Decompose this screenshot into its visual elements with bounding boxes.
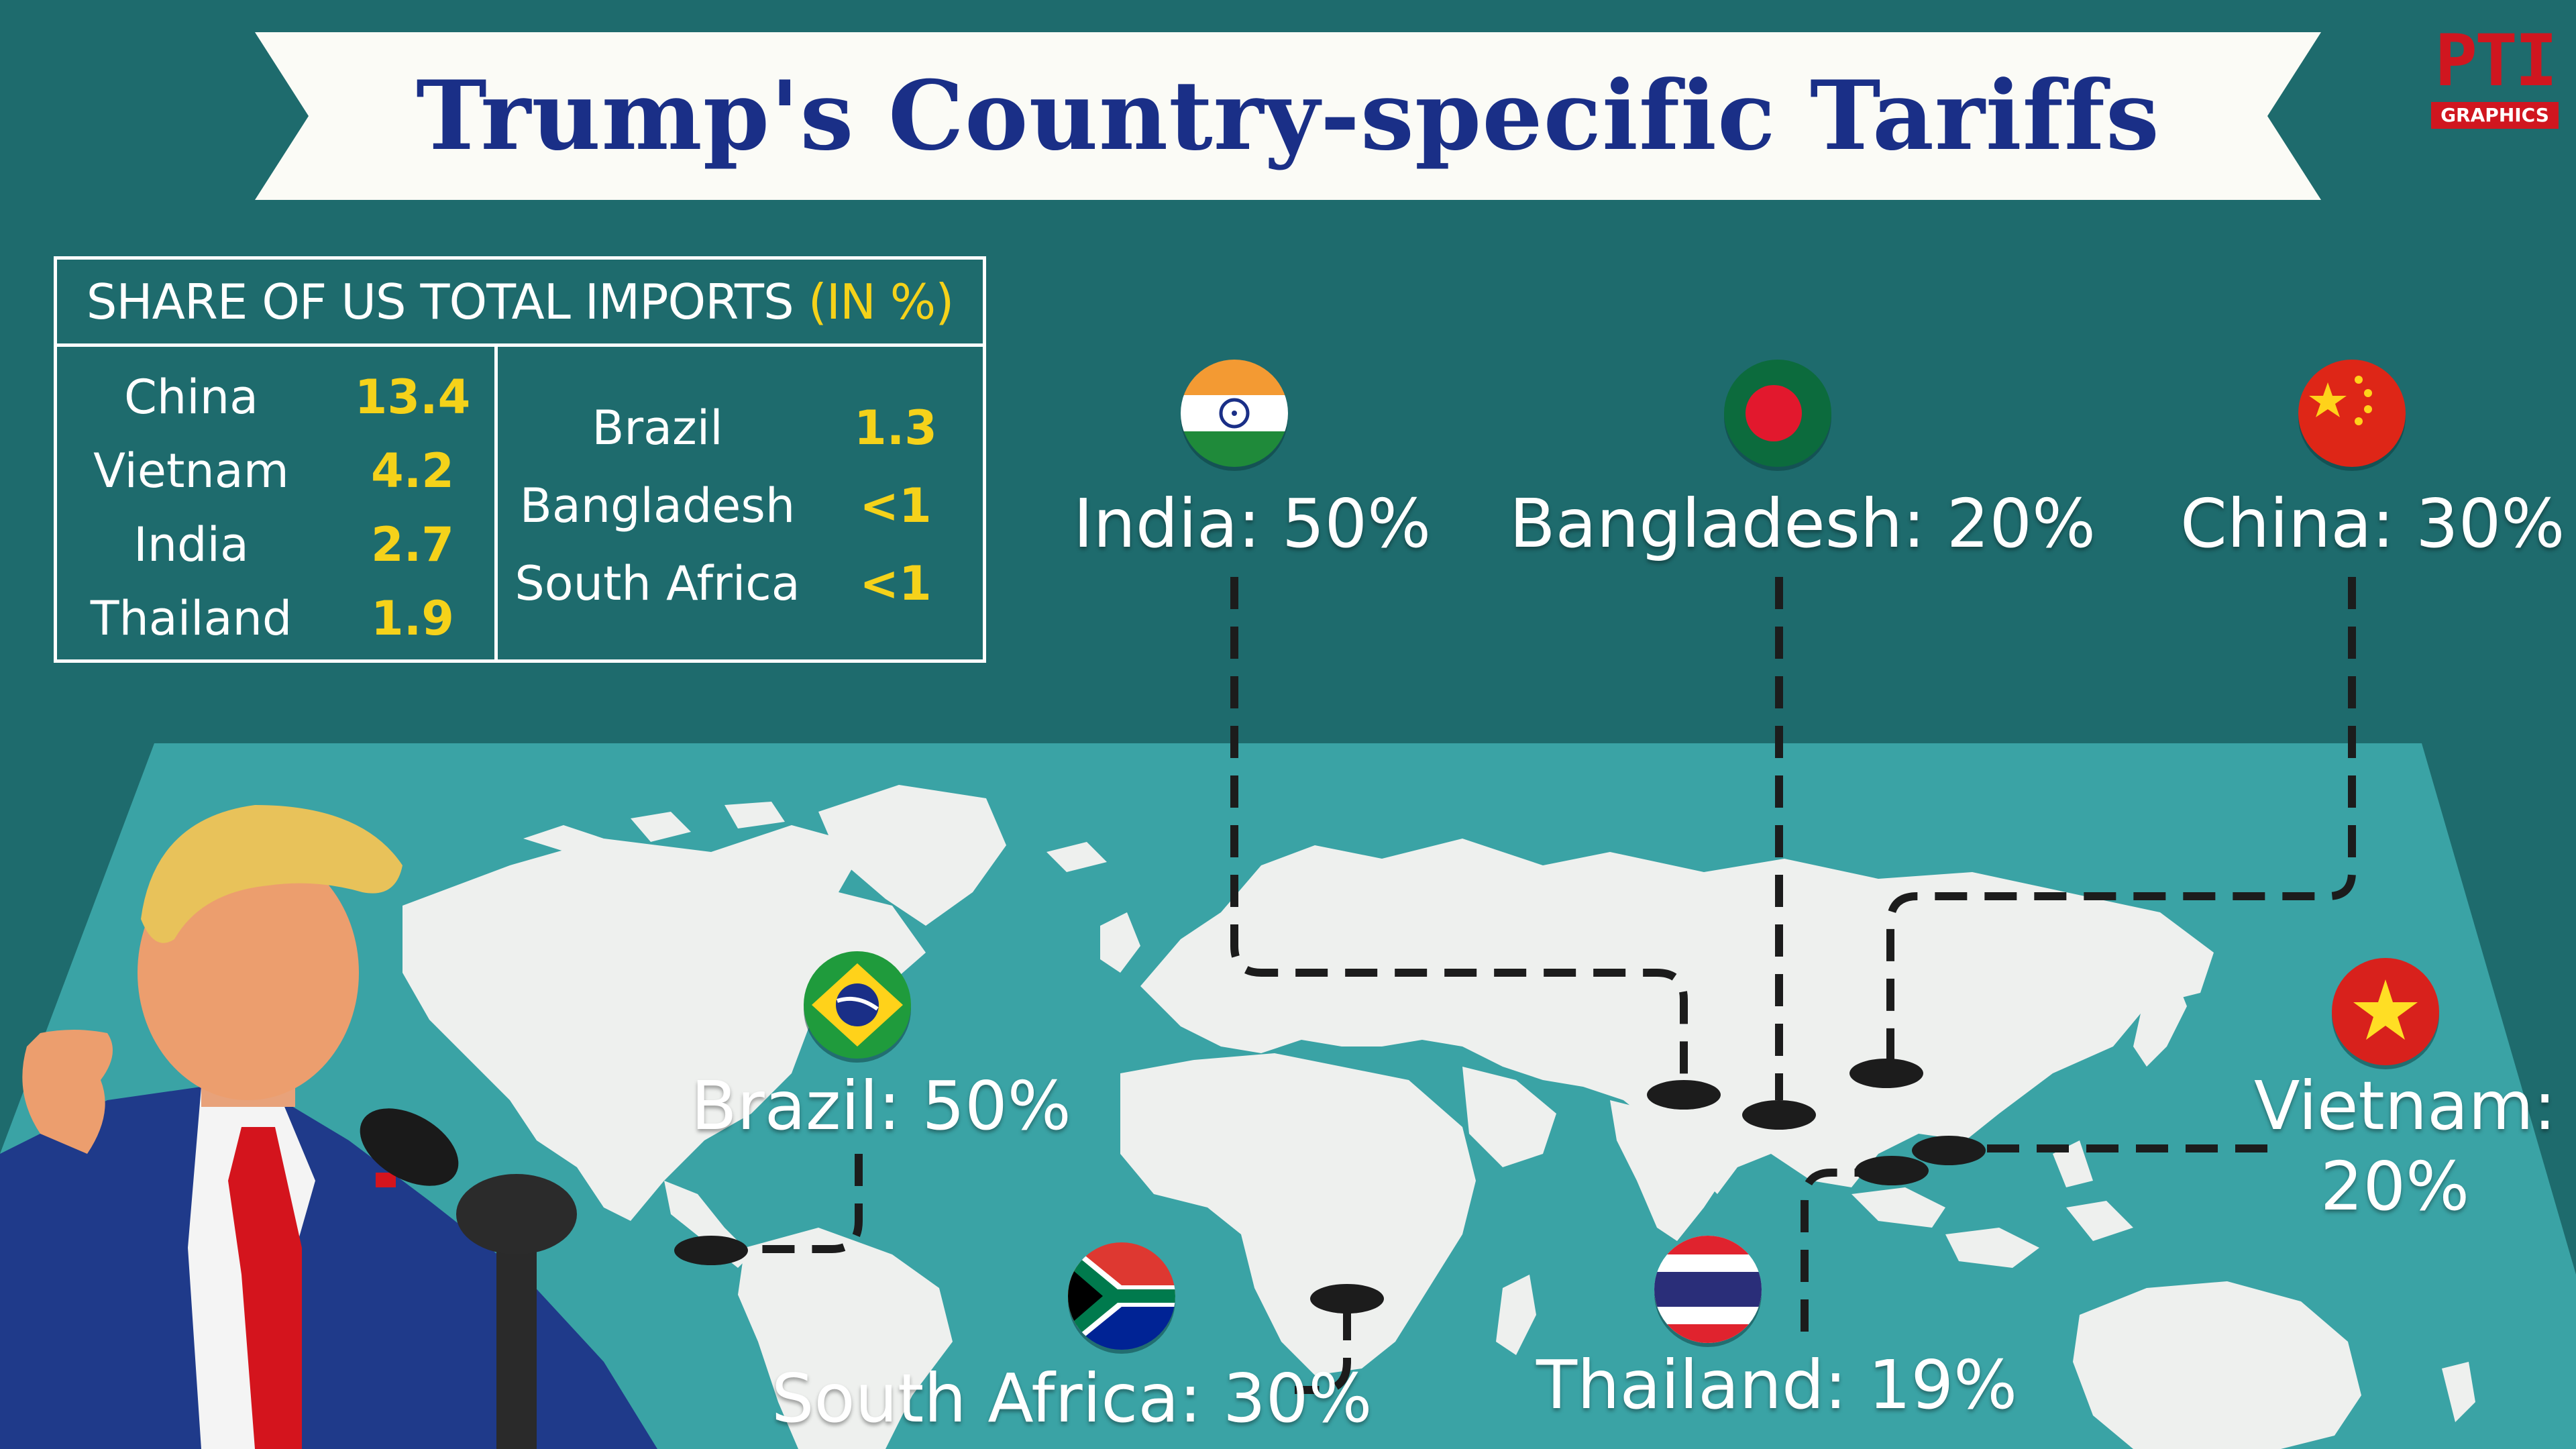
import-share-value: <1 — [859, 556, 932, 611]
land-arabia — [1462, 1067, 1556, 1167]
import-share-value: 2.7 — [370, 517, 454, 572]
connector-south-africa — [1295, 1308, 1351, 1394]
tariff-label-india: India: 50% — [1073, 484, 1432, 563]
pti-graphics-logo: PTI GRAPHICS — [2431, 21, 2559, 129]
land-greenland — [818, 785, 1006, 926]
speaker-tie — [228, 1127, 302, 1449]
table-row: India 2.7 — [57, 508, 494, 582]
tariff-label-vietnam-line2: 20% — [2320, 1147, 2470, 1226]
brazil-flag-icon — [804, 951, 911, 1063]
table-row: Vietnam 4.2 — [57, 434, 494, 508]
speaker-suit — [0, 1087, 657, 1449]
speaker-hair — [141, 805, 402, 943]
connector-brazil — [724, 1154, 863, 1253]
import-share-value: 13.4 — [354, 370, 471, 425]
land-south-america — [738, 1228, 953, 1449]
import-share-value: 1.9 — [370, 591, 454, 646]
land-india — [1610, 1100, 1731, 1241]
microphone-stand — [496, 1221, 537, 1449]
country-name: Brazil — [592, 400, 723, 455]
land-arctic-islands — [523, 802, 785, 855]
land-new-zealand — [2442, 1362, 2475, 1422]
marker-bangladesh — [1742, 1100, 1816, 1130]
country-name: China — [124, 370, 258, 425]
country-name: Thailand — [90, 591, 292, 646]
connector-china — [1886, 577, 2356, 1060]
south-africa-flag-icon — [1068, 1242, 1175, 1354]
bangladesh-flag-icon — [1724, 360, 1831, 471]
land-australia — [2073, 1281, 2361, 1449]
microphone-head — [456, 1174, 577, 1254]
logo-mark: PTI — [2434, 19, 2557, 102]
import-share-table: SHARE OF US TOTAL IMPORTS (IN %) China 1… — [54, 256, 986, 663]
country-name: Bangladesh — [519, 478, 796, 533]
tariff-label-bangladesh: Bangladesh: 20% — [1509, 484, 2096, 563]
connector-markers — [674, 1059, 1986, 1313]
marker-south-africa — [1310, 1284, 1384, 1313]
land-iceland — [1046, 842, 1107, 872]
connector-thailand — [1801, 1169, 1878, 1332]
microphone — [360, 1108, 459, 1186]
marker-brazil — [674, 1236, 748, 1265]
marker-vietnam — [1912, 1136, 1986, 1165]
table-heading-text: SHARE OF US TOTAL IMPORTS — [86, 273, 794, 330]
table-row: Brazil 1.3 — [500, 391, 983, 465]
table-row: Thailand 1.9 — [57, 582, 494, 655]
import-share-value: 1.3 — [853, 400, 937, 455]
connector-lines — [724, 577, 2356, 1394]
table-heading: SHARE OF US TOTAL IMPORTS (IN %) — [57, 260, 983, 347]
import-share-value: 4.2 — [370, 443, 454, 498]
table-divider — [494, 347, 498, 659]
india-flag-icon — [1181, 360, 1288, 471]
thailand-flag-icon — [1654, 1236, 1762, 1347]
marker-china — [1849, 1059, 1923, 1088]
country-name: South Africa — [515, 556, 800, 611]
vietnam-flag-icon — [2332, 958, 2439, 1069]
country-name: India — [133, 517, 249, 572]
table-row: South Africa <1 — [500, 547, 983, 621]
title-banner — [255, 32, 2321, 200]
tariff-label-vietnam-line1: Vietnam: — [2254, 1067, 2557, 1145]
land-japan — [2133, 973, 2187, 1067]
table-row: Bangladesh <1 — [500, 469, 983, 543]
land-africa — [1120, 1053, 1476, 1375]
import-share-value: <1 — [859, 478, 932, 533]
country-name: Vietnam — [93, 443, 289, 498]
land-uk — [1100, 912, 1140, 973]
speaker-portrait — [0, 805, 657, 1449]
speaker-flag-pin — [376, 1173, 396, 1187]
tariff-label-thailand: Thailand: 19% — [1536, 1346, 2018, 1424]
page-title: Trump's Country-specific Tariffs — [416, 60, 2160, 172]
tariff-label-china: China: 30% — [2180, 484, 2565, 563]
marker-india — [1647, 1080, 1721, 1110]
tariff-label-south-africa: South Africa: 30% — [771, 1359, 1373, 1438]
logo-sub: GRAPHICS — [2431, 102, 2559, 129]
marker-thailand — [1855, 1156, 1929, 1185]
tariff-label-brazil: Brazil: 50% — [691, 1067, 1071, 1145]
speaker-hand — [22, 1030, 113, 1154]
table-heading-unit: (IN %) — [808, 273, 955, 330]
china-flag-icon — [2298, 360, 2406, 471]
land-eurasia — [1140, 839, 2214, 1194]
land-madagascar — [1496, 1275, 1536, 1355]
connector-india — [1230, 577, 1688, 1080]
land-masses — [402, 785, 2475, 1449]
table-row: China 13.4 — [57, 360, 494, 434]
land-southeast-asia-islands — [1851, 1140, 2133, 1268]
land-north-america — [402, 825, 926, 1221]
